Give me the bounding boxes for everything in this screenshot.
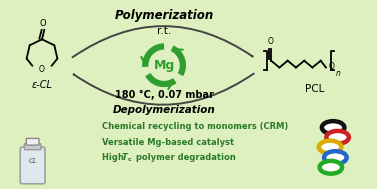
Text: CL: CL [28, 158, 37, 164]
Text: Versatile Mg-based catalyst: Versatile Mg-based catalyst [102, 138, 234, 147]
FancyBboxPatch shape [20, 147, 45, 184]
Ellipse shape [319, 141, 342, 153]
FancyBboxPatch shape [26, 138, 39, 145]
Text: c: c [128, 157, 132, 162]
Text: n: n [336, 69, 340, 78]
FancyArrowPatch shape [74, 74, 254, 105]
Text: O: O [40, 19, 46, 29]
Ellipse shape [324, 151, 346, 164]
Text: High: High [102, 153, 127, 162]
Text: Mg: Mg [153, 59, 175, 72]
Ellipse shape [322, 121, 344, 134]
Text: T: T [122, 153, 127, 162]
Text: Depolymerization: Depolymerization [113, 105, 216, 115]
Ellipse shape [326, 131, 349, 144]
Text: r.t.: r.t. [157, 26, 171, 36]
Text: O: O [328, 62, 334, 71]
Text: 180 °C, 0.07 mbar: 180 °C, 0.07 mbar [115, 90, 213, 100]
Text: polymer degradation: polymer degradation [133, 153, 236, 162]
Text: PCL: PCL [305, 84, 324, 94]
Text: O: O [267, 37, 273, 46]
Ellipse shape [320, 161, 342, 174]
Text: Chemical recycling to monomers (CRM): Chemical recycling to monomers (CRM) [102, 122, 288, 131]
Text: ε-CL: ε-CL [32, 80, 52, 90]
FancyBboxPatch shape [25, 144, 41, 150]
Text: O: O [39, 65, 45, 74]
Text: Polymerization: Polymerization [115, 9, 214, 22]
FancyArrowPatch shape [72, 26, 253, 57]
